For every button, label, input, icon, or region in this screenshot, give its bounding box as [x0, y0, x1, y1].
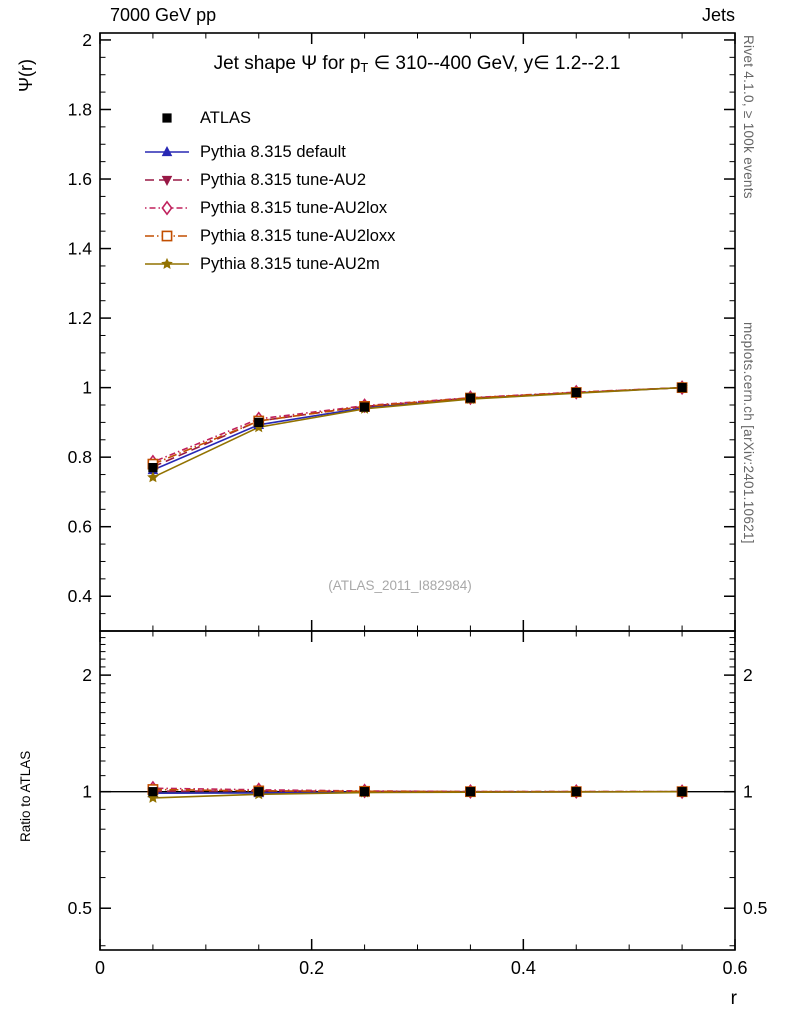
svg-text:0.4: 0.4: [68, 586, 93, 606]
legend: ATLAS Pythia 8.315 default Pythia 8.315 …: [143, 104, 395, 278]
pythia-default-marker-icon: [145, 146, 189, 157]
legend-label: Pythia 8.315 tune-AU2loxx: [200, 226, 396, 245]
beam-energy-label: 7000 GeV pp: [110, 5, 217, 25]
svg-text:1: 1: [743, 782, 753, 802]
analysis-id-watermark: (ATLAS_2011_I882984): [328, 578, 472, 593]
mcplots-credit-label: mcplots.cern.ch [arXiv:2401.10621]: [741, 322, 756, 544]
ratio-panel-series: [147, 780, 688, 803]
tune-au2lox-marker-icon: [145, 200, 189, 216]
svg-text:0: 0: [95, 958, 105, 978]
process-label: Jets: [701, 5, 735, 25]
plot-title-rest: ∈ 310--400 GeV, y∈ 1.2--2.1: [368, 53, 621, 74]
x-axis-label: r: [730, 988, 737, 1009]
atlas-marker-icon: [162, 113, 172, 123]
svg-text:1.2: 1.2: [68, 308, 92, 328]
plot-title-subscript: T: [360, 60, 369, 76]
plot-title: Jet shape Ψ for pT ∈ 310--400 GeV, y∈ 1.…: [214, 52, 621, 75]
svg-text:2: 2: [82, 30, 92, 50]
tune-au2m-marker-icon: [145, 257, 189, 269]
rivet-version-label: Rivet 4.1.0, ≥ 100k events: [741, 35, 756, 199]
legend-label: Pythia 8.315 tune-AU2: [200, 170, 367, 189]
ratio-y-axis-label: Ratio to ATLAS: [18, 750, 33, 842]
tune-au2loxx-marker-icon: [145, 230, 189, 242]
svg-text:0.6: 0.6: [722, 958, 747, 978]
legend-label: Pythia 8.315 tune-AU2m: [200, 254, 380, 273]
tune-au2-marker-icon: [145, 175, 189, 186]
legend-label: ATLAS: [200, 108, 252, 127]
legend-item-tune-au2loxx: Pythia 8.315 tune-AU2loxx: [143, 222, 395, 250]
svg-text:0.4: 0.4: [511, 958, 536, 978]
svg-text:0.5: 0.5: [68, 898, 92, 918]
legend-item-tune-au2: Pythia 8.315 tune-AU2: [143, 166, 395, 194]
svg-text:0.8: 0.8: [68, 447, 92, 467]
legend-item-tune-au2lox: Pythia 8.315 tune-AU2lox: [143, 194, 395, 222]
plot-title-text: Jet shape Ψ for p: [213, 53, 361, 74]
svg-text:1.4: 1.4: [68, 239, 93, 259]
svg-text:0.6: 0.6: [68, 517, 92, 537]
main-panel-series: [147, 380, 688, 483]
svg-text:1: 1: [82, 378, 92, 398]
svg-text:1.8: 1.8: [68, 99, 92, 119]
tick-labels: 0.4 0.6 0.8 1 1.2 1.4 1.6 1.8 2 0.5 0.5 1 1 2 2 0 0.2 0.4…: [68, 30, 768, 978]
legend-label: Pythia 8.315 default: [200, 142, 346, 161]
legend-label: Pythia 8.315 tune-AU2lox: [200, 198, 388, 217]
svg-text:1.6: 1.6: [68, 169, 92, 189]
axes-and-ticks: [99, 32, 736, 951]
svg-text:2: 2: [82, 665, 92, 685]
legend-item-tune-au2m: Pythia 8.315 tune-AU2m: [143, 250, 395, 278]
svg-text:2: 2: [743, 665, 753, 685]
main-y-axis-label: Ψ(r): [16, 58, 36, 92]
svg-text:0.5: 0.5: [743, 898, 767, 918]
legend-item-pythia-default: Pythia 8.315 default: [143, 138, 395, 166]
svg-text:1: 1: [82, 782, 92, 802]
legend-item-atlas: ATLAS: [143, 104, 395, 132]
svg-text:0.2: 0.2: [299, 958, 324, 978]
